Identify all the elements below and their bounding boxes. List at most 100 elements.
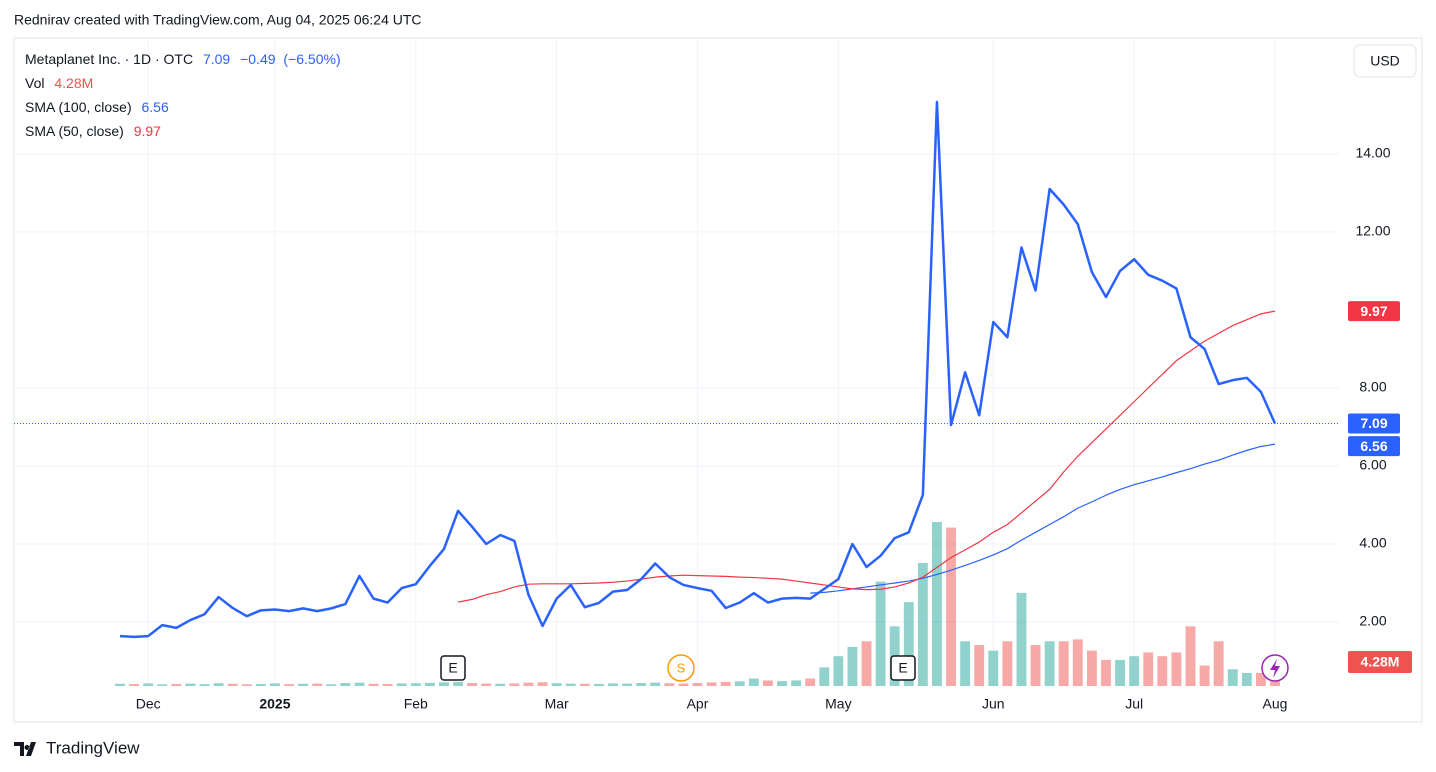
volume-bar (847, 646, 858, 686)
volume-bar (439, 682, 449, 686)
volume-bar (129, 684, 140, 686)
volume-bar (1030, 645, 1041, 686)
x-tick-label: Dec (136, 696, 161, 712)
volume-bar (1185, 626, 1196, 686)
volume-bar (1086, 650, 1097, 686)
price-axis-label-box (1348, 413, 1400, 434)
volume-bar (833, 656, 844, 686)
volume-bar (523, 682, 534, 686)
x-tick-label: Jul (1125, 696, 1143, 712)
volume-bar (932, 522, 942, 686)
volume-bar (312, 683, 323, 686)
volume-bar (720, 681, 731, 686)
price-line (119, 100, 1277, 639)
volume-bar (819, 667, 830, 686)
volume-bar (241, 684, 252, 686)
volume-bar (608, 683, 618, 686)
volume-bar (1270, 678, 1280, 686)
volume-bar (1213, 641, 1224, 686)
volume-bar (537, 682, 548, 686)
volume-bar (213, 683, 224, 686)
x-tick-label: Feb (404, 696, 428, 712)
volume-bar (255, 683, 266, 686)
legend-symbol: Metaplanet Inc. · 1D · OTC 7.09 −0.49 (−… (25, 51, 341, 67)
volume-bar (1255, 672, 1266, 686)
lightning-marker[interactable] (1261, 654, 1289, 682)
volume-bar (692, 683, 703, 686)
brand-logo: TradingView (14, 738, 140, 757)
price-axis: 2.00 4.00 6.00 8.00 12.00 14.00 Dec 2025 Feb Mar A… (136, 145, 1412, 712)
volume-bar (284, 684, 294, 686)
legend-volume: Vol 4.28M (25, 75, 93, 91)
event-label: E (448, 660, 457, 676)
sma100-axis-label-box (1348, 436, 1400, 457)
volume-bar (1227, 669, 1238, 686)
volume-bar (1241, 672, 1252, 686)
volume-bar (509, 683, 520, 686)
volume-bar (115, 683, 125, 686)
brand-name: TradingView (46, 738, 140, 757)
volume-axis-label: 4.28M (1361, 654, 1400, 670)
volume-bar (551, 683, 562, 686)
event-marker[interactable]: E (440, 655, 466, 681)
volume-bar (748, 678, 759, 686)
x-tick-label: May (825, 696, 851, 712)
volume-bar (1199, 665, 1210, 686)
volume-bar (1143, 652, 1154, 686)
volume-bar (636, 683, 647, 686)
y-tick-label: 4.00 (1359, 535, 1386, 551)
volume-bar (917, 563, 928, 686)
volume-bar (622, 683, 633, 686)
last-price: 7.09 (203, 51, 230, 67)
grid (14, 38, 1340, 686)
volume-bar (706, 682, 717, 686)
volume-bar (481, 683, 492, 686)
volume-bar (495, 683, 506, 686)
volume-bar (805, 678, 816, 686)
volume-bar (762, 680, 773, 686)
volume-bar (185, 683, 196, 686)
y-tick-label: 6.00 (1359, 457, 1386, 473)
volume-bar (903, 602, 914, 686)
event-marker[interactable]: E (890, 655, 916, 681)
sma100-value: 6.56 (142, 99, 169, 115)
volume-bar (227, 683, 238, 686)
volume-bar (1157, 656, 1168, 686)
currency-button[interactable] (1353, 44, 1417, 78)
volume-bar (410, 683, 421, 686)
volume-bar (467, 683, 478, 686)
legend-sma50: SMA (50, close) 9.97 (25, 123, 161, 139)
legend-sma100: SMA (100, close) 6.56 (25, 99, 169, 115)
price-change-pct: (−6.50%) (283, 51, 340, 67)
sma50-name: SMA (50, close) (25, 123, 124, 139)
price-axis-label: 7.09 (1360, 415, 1387, 431)
volume-bar (157, 684, 168, 686)
event-marker[interactable]: S (667, 654, 695, 682)
volume-bar (791, 680, 802, 686)
volume-bar (593, 683, 604, 686)
sma100-name: SMA (100, close) (25, 99, 132, 115)
volume-bar (1044, 641, 1055, 686)
currency-label[interactable]: USD (1370, 53, 1400, 69)
volume-bar (171, 683, 182, 686)
volume-bar (974, 645, 985, 686)
volume-bar (382, 683, 393, 686)
x-tick-label: Apr (687, 696, 709, 712)
volume-bar (298, 683, 309, 686)
y-tick-label: 8.00 (1359, 379, 1386, 395)
volume-bar (453, 681, 463, 686)
volume-bar (1058, 641, 1069, 686)
volume-bar (1016, 592, 1027, 686)
volume-bar (988, 650, 999, 686)
volume-bar (861, 641, 872, 686)
volume-value: 4.28M (54, 75, 93, 91)
volume-bar (650, 682, 661, 686)
volume-bar (396, 683, 407, 686)
attribution: Rednirav created with TradingView.com, A… (14, 12, 422, 28)
volume-bar (340, 683, 351, 686)
volume-bar (354, 682, 365, 686)
lines (14, 100, 1340, 639)
symbol-name: Metaplanet Inc. · 1D · OTC (25, 51, 193, 67)
